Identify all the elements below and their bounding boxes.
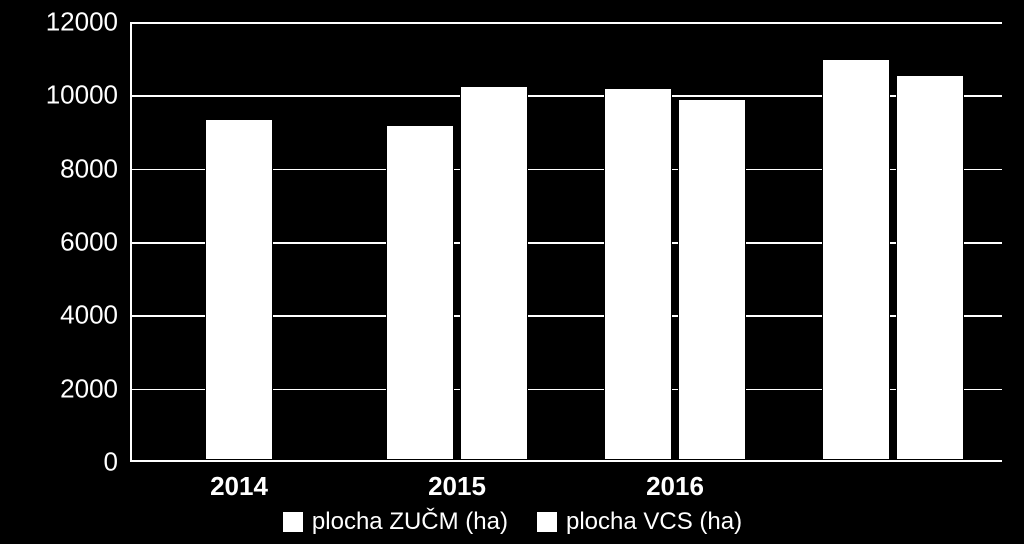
bar [896,75,964,460]
bars-group [130,22,1002,462]
y-tick-label: 0 [0,447,118,478]
legend-label-1: plocha VCS (ha) [566,508,742,536]
y-tick-label: 12000 [0,7,118,38]
legend-item-0: plocha ZUČM (ha) [282,508,508,536]
x-tick-label: 2014 [210,471,268,502]
bar [678,99,746,460]
legend-label-0: plocha ZUČM (ha) [312,508,508,536]
chart-container: 020004000600080001000012000 201420152016… [0,0,1024,544]
bar [205,119,273,460]
bar [604,88,672,460]
y-tick-label: 2000 [0,373,118,404]
x-tick-label: 2015 [428,471,486,502]
y-tick-label: 6000 [0,227,118,258]
bar [822,59,890,461]
plot-area: 020004000600080001000012000 201420152016 [130,22,1002,462]
legend-swatch-icon [282,511,304,533]
legend-swatch-icon [536,511,558,533]
x-tick-label: 2016 [646,471,704,502]
y-tick-label: 8000 [0,153,118,184]
y-tick-label: 10000 [0,80,118,111]
bar [386,125,454,461]
bar [460,86,528,460]
y-tick-label: 4000 [0,300,118,331]
legend-item-1: plocha VCS (ha) [536,508,742,536]
legend: plocha ZUČM (ha) plocha VCS (ha) [0,508,1024,536]
